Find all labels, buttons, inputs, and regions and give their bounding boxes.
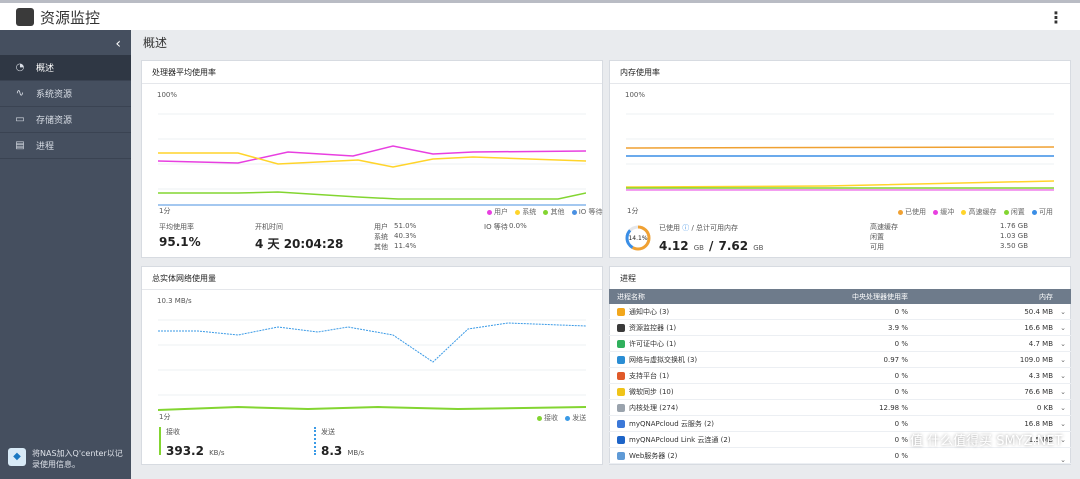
process-table-header: 进程名称 中央处理器使用率 内存 [609, 289, 1071, 304]
process-title: 进程 [620, 274, 636, 283]
cpu-card: 处理器平均使用率 100% 1分 用户 系统 其他 IO 等待 平均使用率 95… [141, 60, 603, 258]
table-row[interactable]: 网络与虚拟交换机 (3) 0.97 % 109.0 MB ⌄ [609, 352, 1071, 368]
process-icon [617, 451, 625, 460]
chevron-down-icon[interactable]: ⌄ [1060, 435, 1066, 444]
process-icon [617, 371, 625, 380]
network-card: 总实体网络使用量 10.3 MB/s 1分 接收 发送 接收 393.2 KB/… [141, 266, 603, 465]
document-icon: ▤ [15, 139, 25, 151]
cpu-chart [158, 113, 586, 206]
process-icon [617, 323, 625, 332]
storage-icon: ▭ [15, 113, 25, 125]
memory-title: 内存使用率 [620, 68, 660, 77]
table-row[interactable]: 资源监控器 (1) 3.9 % 16.6 MB ⌄ [609, 320, 1071, 336]
table-row[interactable]: myQNAPcloud 云服务 (2) 0 % 16.8 MB ⌄ [609, 416, 1071, 432]
network-chart [158, 319, 586, 411]
process-icon [617, 435, 625, 444]
more-menu-icon[interactable]: ⋮ [1048, 8, 1064, 27]
chevron-down-icon[interactable]: ⌄ [1060, 419, 1066, 428]
chevron-down-icon[interactable]: ⌄ [1060, 387, 1066, 396]
network-legend: 接收 发送 [532, 413, 586, 423]
watermark: 值 什么值得买 SMYZ.NET [910, 434, 1063, 449]
uptime-value: 4 天 20:04:28 [255, 237, 344, 251]
page-title: 概述 [143, 36, 168, 50]
table-row[interactable]: 微软同步 (10) 0 % 76.6 MB ⌄ [609, 384, 1071, 400]
table-row[interactable]: 支持平台 (1) 0 % 4.3 MB ⌄ [609, 368, 1071, 384]
chevron-down-icon[interactable]: ⌄ [1060, 403, 1066, 412]
gauge-icon: ◔ [15, 61, 25, 73]
app-title: 资源监控 [40, 9, 101, 27]
process-icon [617, 419, 625, 428]
collapse-sidebar-icon[interactable]: ‹ [115, 36, 121, 52]
chevron-down-icon[interactable]: ⌄ [1060, 307, 1066, 316]
sidebar-item-storage[interactable]: ▭ 存储资源 [0, 107, 131, 133]
cpu-title: 处理器平均使用率 [152, 68, 216, 77]
process-icon [617, 403, 625, 412]
table-row[interactable]: 内核处理 (274) 12.98 % 0 KB ⌄ [609, 400, 1071, 416]
process-table: 进程名称 中央处理器使用率 内存 通知中心 (3) 0 % 50.4 MB ⌄ 资源监… [609, 289, 1071, 465]
title-bar: 资源监控 ⋮ [0, 0, 1080, 30]
process-icon [617, 339, 625, 348]
chevron-down-icon[interactable]: ⌄ [1060, 355, 1066, 364]
chevron-down-icon[interactable]: ⌄ [1060, 323, 1066, 332]
chevron-down-icon[interactable]: ⌄ [1060, 371, 1066, 380]
sidebar-item-overview[interactable]: ◔ 概述 [0, 55, 131, 81]
memory-donut: 14.1% [625, 225, 651, 251]
chevron-down-icon[interactable]: ⌄ [1060, 455, 1066, 464]
sidebar-item-process[interactable]: ▤ 进程 [0, 133, 131, 159]
table-row[interactable]: Web服务器 (2) 0 % ⌄ [609, 448, 1071, 464]
memory-legend: 已使用 缓冲 高速缓存 闲置 可用 [893, 207, 1053, 217]
qcenter-icon: ◆ [8, 448, 26, 466]
table-row[interactable]: myQNAPcloud Link 云连通 (2) 0 % 1.5 MB ⌄ [609, 432, 1071, 448]
svg-text:14.1%: 14.1% [628, 235, 647, 242]
process-icon [617, 355, 625, 364]
table-row[interactable]: 许可证中心 (1) 0 % 4.7 MB ⌄ [609, 336, 1071, 352]
cpu-average: 95.1% [159, 235, 201, 249]
process-icon [617, 387, 625, 396]
chevron-down-icon[interactable]: ⌄ [1060, 339, 1066, 348]
qcenter-promo[interactable]: ◆ 将NAS加入Q'center以记录使用信息。 [8, 448, 128, 470]
cpu-legend: 用户 系统 其他 IO 等待 [482, 207, 603, 217]
network-title: 总实体网络使用量 [152, 274, 216, 283]
table-row[interactable]: 通知中心 (3) 0 % 50.4 MB ⌄ [609, 304, 1071, 320]
memory-chart [626, 113, 1054, 191]
resource-monitor-icon [16, 8, 34, 26]
process-icon [617, 307, 625, 316]
line-chart-icon: ∿ [15, 87, 25, 99]
memory-card: 内存使用率 100% 1分 已使用 缓冲 高速缓存 闲置 可用 14.1% 已使… [609, 60, 1071, 258]
sidebar: ‹ ◔ 概述 ∿ 系统资源 ▭ 存储资源 ▤ 进程 ◆ 将NAS加入Q'center以记录… [0, 30, 131, 479]
sidebar-item-system[interactable]: ∿ 系统资源 [0, 81, 131, 107]
